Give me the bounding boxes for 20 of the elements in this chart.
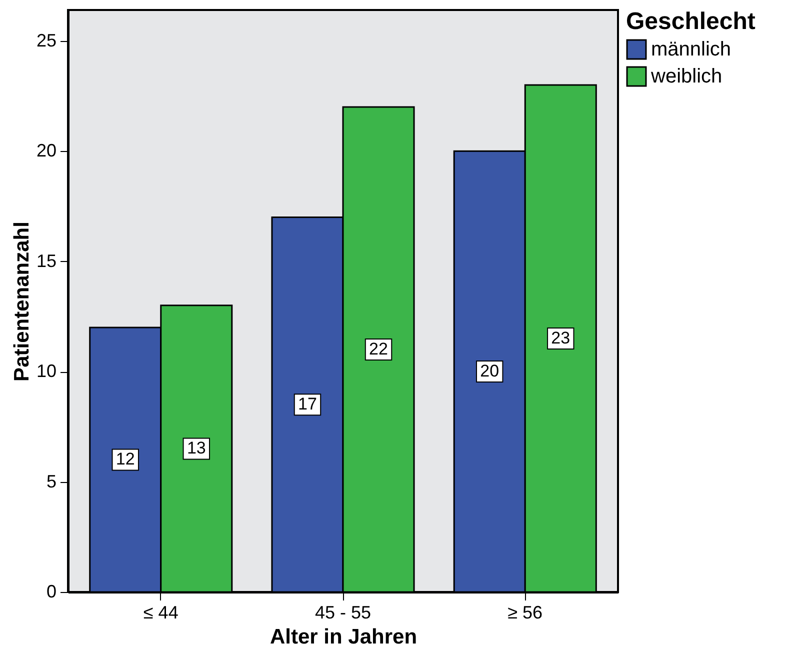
data-label: 12 — [116, 450, 135, 469]
y-tick-label: 0 — [46, 582, 56, 602]
x-axis-title: Alter in Jahren — [270, 626, 418, 648]
y-tick-label: 15 — [36, 250, 56, 271]
y-tick-label: 20 — [36, 140, 56, 161]
x-tick-label: ≤ 44 — [143, 602, 178, 622]
y-tick-label: 10 — [36, 361, 56, 382]
data-label: 23 — [551, 328, 570, 348]
data-label: 13 — [186, 438, 206, 458]
x-tick-label: ≥ 56 — [508, 602, 543, 622]
y-tick-label: 5 — [46, 471, 56, 492]
data-label: 17 — [298, 394, 317, 414]
data-label: 22 — [369, 340, 388, 358]
data-label: 20 — [480, 362, 500, 381]
legend-title: Geschlecht — [626, 8, 756, 35]
legend-label: weiblich — [650, 66, 722, 88]
x-tick-label: 45 - 55 — [314, 602, 372, 622]
y-axis-title: Patientenanzahl — [10, 222, 34, 382]
legend-label: männlich — [651, 38, 732, 60]
y-tick-label: 25 — [36, 30, 56, 50]
